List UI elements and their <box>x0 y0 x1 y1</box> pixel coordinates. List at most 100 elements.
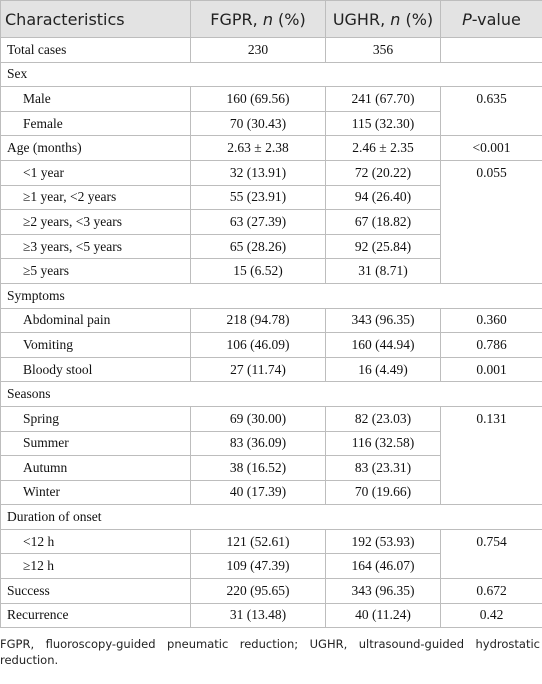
ughr-cell: 2.46 ± 2.35 <box>325 135 441 161</box>
table-row: Abdominal pain 218 (94.78) 343 (96.35) 0.36… <box>0 307 542 334</box>
p-value-cell: 0.001 <box>440 356 542 383</box>
fgpr-cell: 38 (16.52) <box>190 455 326 481</box>
fgpr-cell: 27 (11.74) <box>190 356 326 383</box>
table-row: ≥2 years, <3 years 63 (27.39) 67 (18.82) <box>0 209 542 235</box>
header-text: -value <box>471 9 521 29</box>
header-text: n <box>390 9 401 29</box>
table-row: Success 220 (95.65) 343 (96.35) 0.672 <box>0 578 542 604</box>
row-label: Autumn <box>0 455 191 481</box>
section-label: Duration of onset <box>0 504 542 530</box>
fgpr-cell: 65 (28.26) <box>190 233 326 260</box>
row-label: Age (months) <box>0 135 191 161</box>
ughr-cell: 70 (19.66) <box>325 479 441 506</box>
fgpr-cell: 109 (47.39) <box>190 553 326 580</box>
ughr-cell: 192 (53.93) <box>325 528 441 555</box>
ughr-cell: 356 <box>325 37 441 63</box>
table-row: Female 70 (30.43) 115 (32.30) <box>0 110 542 137</box>
row-label: ≥2 years, <3 years <box>0 209 191 235</box>
header-text: n <box>262 9 273 29</box>
p-value-cell: 0.754 <box>440 528 542 580</box>
row-label: Recurrence <box>0 602 191 629</box>
row-label: Abdominal pain <box>0 307 191 334</box>
table-row: ≥12 h 109 (47.39) 164 (46.07) <box>0 553 542 580</box>
ughr-cell: 40 (11.24) <box>325 602 441 629</box>
ughr-cell: 164 (46.07) <box>325 553 441 580</box>
row-label: Success <box>0 578 191 604</box>
ughr-cell: 67 (18.82) <box>325 209 441 235</box>
row-label: ≥1 year, <2 years <box>0 184 191 211</box>
row-label: ≥5 years <box>0 258 191 284</box>
table-row: Duration of onset <box>0 504 542 530</box>
row-label: Winter <box>0 479 191 506</box>
ughr-cell: 72 (20.22) <box>325 159 441 186</box>
table-row: Age (months) 2.63 ± 2.38 2.46 ± 2.35 <0.001 <box>0 135 542 161</box>
section-label: Sex <box>0 61 542 88</box>
row-label: Male <box>0 86 191 112</box>
header-text: FGPR, <box>210 9 263 29</box>
fgpr-cell: 160 (69.56) <box>190 86 326 112</box>
ughr-cell: 116 (32.58) <box>325 430 441 457</box>
ughr-cell: 92 (25.84) <box>325 233 441 260</box>
fgpr-cell: 230 <box>190 37 326 63</box>
header-cell: Characteristics <box>0 0 191 38</box>
header-text: Characteristics <box>5 9 125 29</box>
ughr-cell: 82 (23.03) <box>325 405 441 432</box>
header-cell: FGPR, n (%) <box>190 0 326 38</box>
table-row: Seasons <box>0 381 542 407</box>
table-row: ≥1 year, <2 years 55 (23.91) 94 (26.40) <box>0 184 542 211</box>
ughr-cell: 83 (23.31) <box>325 455 441 481</box>
fgpr-cell: 32 (13.91) <box>190 159 326 186</box>
ughr-cell: 343 (96.35) <box>325 578 441 604</box>
p-value-cell: 0.42 <box>440 602 542 629</box>
p-value-cell: 0.672 <box>440 578 542 604</box>
header-text: (%) <box>400 9 434 29</box>
row-label: ≥3 years, <5 years <box>0 233 191 260</box>
row-label: ≥12 h <box>0 553 191 580</box>
row-label: <12 h <box>0 528 191 555</box>
fgpr-cell: 220 (95.65) <box>190 578 326 604</box>
header-text: UGHR, <box>332 9 391 29</box>
table-row: Spring 69 (30.00) 82 (23.03) 0.131 <box>0 405 542 506</box>
section-label: Symptoms <box>0 282 542 309</box>
table-row: Total cases 230 356 <box>0 37 542 63</box>
row-label: <1 year <box>0 159 191 186</box>
data-table: Characteristics FGPR, n (%) UGHR, n (%) P-v… <box>0 0 542 629</box>
table-row: Recurrence 31 (13.48) 40 (11.24) 0.42 <box>0 602 542 629</box>
section-label: Seasons <box>0 381 542 407</box>
fgpr-cell: 121 (52.61) <box>190 528 326 555</box>
ughr-cell: 16 (4.49) <box>325 356 441 383</box>
fgpr-cell: 106 (46.09) <box>190 332 326 358</box>
table-row: <12 h 121 (52.61) 192 (53.93) 0.754 <box>0 528 542 580</box>
p-value-cell: 0.055 <box>440 159 542 284</box>
empty-cell <box>440 37 542 63</box>
header-text: (%) <box>272 9 306 29</box>
table-body: Total cases 230 356 Sex Male 160 (69.56) 241 (… <box>0 37 542 629</box>
table-row: Male 160 (69.56) 241 (67.70) 0.635 <box>0 86 542 137</box>
fgpr-cell: 70 (30.43) <box>190 110 326 137</box>
fgpr-cell: 55 (23.91) <box>190 184 326 211</box>
table-row: ≥5 years 15 (6.52) 31 (8.71) <box>0 258 542 284</box>
p-value-cell: 0.360 <box>440 307 542 334</box>
table-row: Sex <box>0 61 542 88</box>
ughr-cell: 94 (26.40) <box>325 184 441 211</box>
footnote: FGPR, fluoroscopy-guided pneumatic reduc… <box>0 637 540 668</box>
fgpr-cell: 83 (36.09) <box>190 430 326 457</box>
fgpr-cell: 31 (13.48) <box>190 602 326 629</box>
fgpr-cell: 2.63 ± 2.38 <box>190 135 326 161</box>
table-row: Bloody stool 27 (11.74) 16 (4.49) 0.001 <box>0 356 542 383</box>
header-cell: UGHR, n (%) <box>325 0 441 38</box>
ughr-cell: 343 (96.35) <box>325 307 441 334</box>
p-value-cell: 0.131 <box>440 405 542 506</box>
header-cell: P-value <box>440 0 542 38</box>
p-value-cell: 0.786 <box>440 332 542 358</box>
table-row: Winter 40 (17.39) 70 (19.66) <box>0 479 542 506</box>
fgpr-cell: 218 (94.78) <box>190 307 326 334</box>
fgpr-cell: 40 (17.39) <box>190 479 326 506</box>
p-value-cell: <0.001 <box>440 135 542 161</box>
table-row: Summer 83 (36.09) 116 (32.58) <box>0 430 542 457</box>
ughr-cell: 160 (44.94) <box>325 332 441 358</box>
table-row: <1 year 32 (13.91) 72 (20.22) 0.055 <box>0 159 542 284</box>
table-row: ≥3 years, <5 years 65 (28.26) 92 (25.84) <box>0 233 542 260</box>
row-label: Bloody stool <box>0 356 191 383</box>
